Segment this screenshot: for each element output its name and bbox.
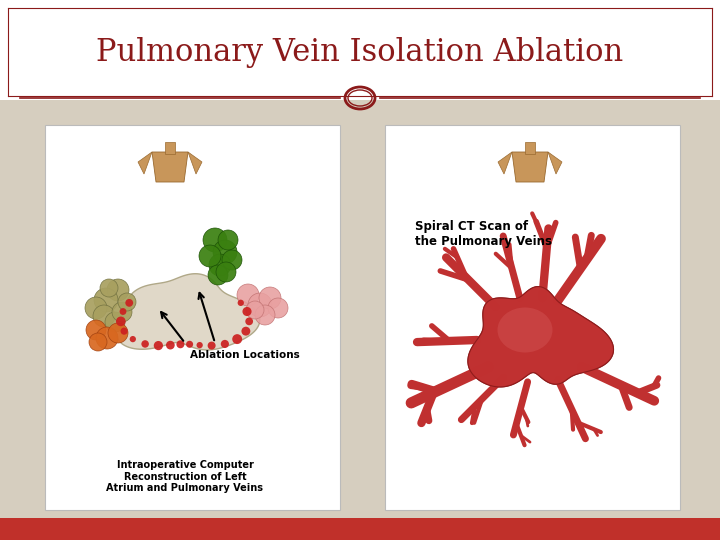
Circle shape — [86, 320, 106, 340]
Circle shape — [93, 305, 115, 327]
Circle shape — [130, 336, 136, 342]
Circle shape — [118, 293, 136, 311]
Circle shape — [197, 342, 203, 348]
Circle shape — [108, 323, 128, 343]
Circle shape — [166, 341, 175, 349]
Circle shape — [120, 328, 127, 335]
Circle shape — [105, 312, 125, 332]
Circle shape — [255, 305, 275, 325]
Bar — [165, 142, 175, 154]
Circle shape — [208, 265, 228, 285]
Polygon shape — [152, 152, 188, 182]
Circle shape — [116, 316, 126, 326]
Text: Spiral CT Scan of
the Pulmonary Veins: Spiral CT Scan of the Pulmonary Veins — [415, 220, 552, 248]
Polygon shape — [138, 152, 152, 174]
Circle shape — [203, 228, 227, 252]
Circle shape — [107, 279, 129, 301]
Circle shape — [216, 262, 236, 282]
Bar — [525, 142, 535, 154]
Circle shape — [213, 240, 237, 264]
Circle shape — [96, 327, 118, 349]
Text: Ablation Locations: Ablation Locations — [190, 350, 300, 360]
Polygon shape — [115, 274, 260, 350]
Polygon shape — [512, 152, 548, 182]
Circle shape — [120, 308, 127, 315]
Polygon shape — [548, 152, 562, 174]
Polygon shape — [468, 287, 613, 387]
Ellipse shape — [498, 307, 552, 353]
Polygon shape — [188, 152, 202, 174]
Circle shape — [233, 334, 242, 344]
Circle shape — [141, 340, 149, 348]
Circle shape — [94, 288, 118, 312]
Circle shape — [209, 254, 231, 276]
Circle shape — [186, 341, 193, 348]
Bar — [0, 518, 720, 540]
Circle shape — [222, 250, 242, 270]
Bar — [0, 0, 720, 100]
Circle shape — [89, 333, 107, 351]
Circle shape — [268, 298, 288, 318]
Circle shape — [243, 307, 251, 316]
Polygon shape — [498, 152, 512, 174]
Circle shape — [246, 301, 264, 319]
Circle shape — [100, 279, 118, 297]
Circle shape — [237, 284, 259, 306]
Circle shape — [221, 340, 229, 348]
Circle shape — [85, 297, 107, 319]
Circle shape — [259, 287, 281, 309]
Bar — [385, 125, 680, 510]
Circle shape — [176, 340, 184, 348]
Circle shape — [246, 318, 253, 325]
Circle shape — [199, 245, 221, 267]
Circle shape — [154, 341, 163, 350]
Bar — [45, 125, 340, 510]
Circle shape — [248, 293, 272, 317]
Circle shape — [112, 302, 132, 322]
Circle shape — [207, 342, 215, 349]
Polygon shape — [468, 287, 613, 387]
Text: Intraoperative Computer
Reconstruction of Left
Atrium and Pulmonary Veins: Intraoperative Computer Reconstruction o… — [107, 460, 264, 493]
Circle shape — [241, 327, 251, 335]
Circle shape — [218, 230, 238, 250]
Circle shape — [238, 300, 244, 306]
Text: Pulmonary Vein Isolation Ablation: Pulmonary Vein Isolation Ablation — [96, 37, 624, 68]
Circle shape — [125, 299, 133, 307]
